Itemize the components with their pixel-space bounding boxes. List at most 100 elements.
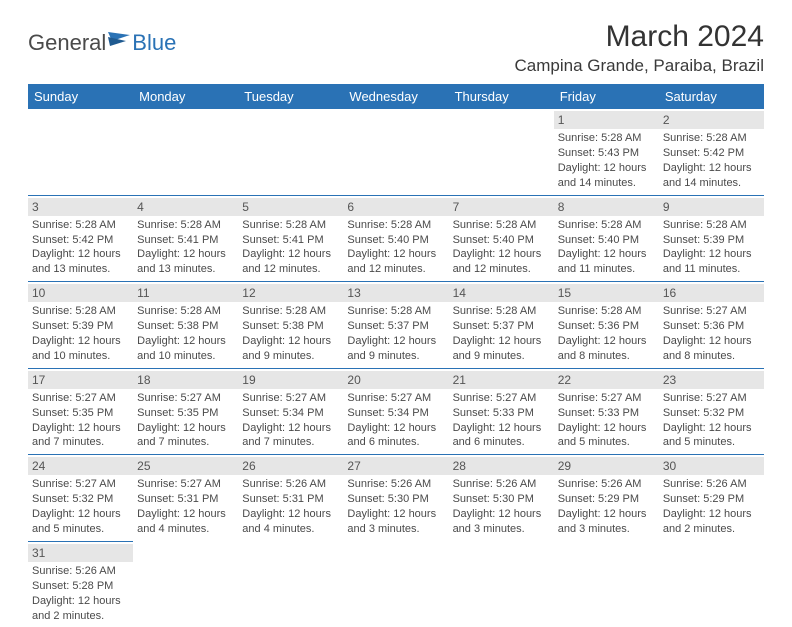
day-detail-ss: Sunset: 5:31 PM <box>242 492 339 507</box>
day-detail-ss: Sunset: 5:38 PM <box>242 319 339 334</box>
day-detail-ss: Sunset: 5:29 PM <box>663 492 760 507</box>
day-detail-sr: Sunrise: 5:28 AM <box>347 304 444 319</box>
calendar-cell-empty <box>449 109 554 195</box>
day-number: 24 <box>28 457 133 475</box>
calendar-cell: 2Sunrise: 5:28 AMSunset: 5:42 PMDaylight… <box>659 109 764 195</box>
day-detail-sr: Sunrise: 5:27 AM <box>558 391 655 406</box>
day-detail-ss: Sunset: 5:33 PM <box>453 406 550 421</box>
day-detail-d1: Daylight: 12 hours <box>242 507 339 522</box>
day-detail-sr: Sunrise: 5:27 AM <box>242 391 339 406</box>
day-number: 5 <box>238 198 343 216</box>
day-detail-d2: and 4 minutes. <box>242 522 339 537</box>
day-number: 10 <box>28 284 133 302</box>
weekday-label: Tuesday <box>238 84 343 109</box>
day-detail-d1: Daylight: 12 hours <box>558 334 655 349</box>
day-detail-sr: Sunrise: 5:28 AM <box>347 218 444 233</box>
day-detail-d1: Daylight: 12 hours <box>32 507 129 522</box>
calendar-cell-empty <box>133 541 238 627</box>
day-number: 17 <box>28 371 133 389</box>
day-detail-d2: and 8 minutes. <box>663 349 760 364</box>
title-block: March 2024 Campina Grande, Paraiba, Braz… <box>515 20 764 76</box>
calendar-cell: 19Sunrise: 5:27 AMSunset: 5:34 PMDayligh… <box>238 368 343 455</box>
day-detail-ss: Sunset: 5:40 PM <box>453 233 550 248</box>
day-detail-ss: Sunset: 5:31 PM <box>137 492 234 507</box>
calendar-cell: 12Sunrise: 5:28 AMSunset: 5:38 PMDayligh… <box>238 281 343 368</box>
calendar-cell: 22Sunrise: 5:27 AMSunset: 5:33 PMDayligh… <box>554 368 659 455</box>
day-detail-ss: Sunset: 5:40 PM <box>347 233 444 248</box>
calendar-cell-empty <box>133 109 238 195</box>
calendar-cell-empty <box>28 109 133 195</box>
calendar-cell: 13Sunrise: 5:28 AMSunset: 5:37 PMDayligh… <box>343 281 448 368</box>
day-detail-sr: Sunrise: 5:28 AM <box>558 218 655 233</box>
day-detail-sr: Sunrise: 5:28 AM <box>32 304 129 319</box>
calendar-cell: 31Sunrise: 5:26 AMSunset: 5:28 PMDayligh… <box>28 541 133 627</box>
day-number: 12 <box>238 284 343 302</box>
day-detail-d1: Daylight: 12 hours <box>32 334 129 349</box>
day-number: 31 <box>28 544 133 562</box>
day-detail-sr: Sunrise: 5:26 AM <box>242 477 339 492</box>
flag-icon <box>108 30 132 56</box>
day-detail-d2: and 11 minutes. <box>663 262 760 277</box>
day-detail-d2: and 12 minutes. <box>242 262 339 277</box>
calendar-grid: 1 Sunrise: 5:28 AM Sunset: 5:43 PM Daylight… <box>28 109 764 627</box>
day-detail-ss: Sunset: 5:36 PM <box>558 319 655 334</box>
day-detail-sr: Sunrise: 5:26 AM <box>663 477 760 492</box>
day-number: 23 <box>659 371 764 389</box>
day-detail-sr: Sunrise: 5:28 AM <box>453 218 550 233</box>
calendar-weekday-header: SundayMondayTuesdayWednesdayThursdayFrid… <box>28 84 764 109</box>
calendar-cell: 17Sunrise: 5:27 AMSunset: 5:35 PMDayligh… <box>28 368 133 455</box>
header: General Blue March 2024 Campina Grande, … <box>28 20 764 76</box>
day-detail-ss: Sunset: 5:43 PM <box>558 146 655 161</box>
day-detail-sr: Sunrise: 5:28 AM <box>663 218 760 233</box>
day-detail-d1: Daylight: 12 hours <box>558 421 655 436</box>
calendar-cell: 20Sunrise: 5:27 AMSunset: 5:34 PMDayligh… <box>343 368 448 455</box>
day-number: 3 <box>28 198 133 216</box>
day-detail-sr: Sunrise: 5:27 AM <box>663 304 760 319</box>
calendar-cell: 1Sunrise: 5:28 AMSunset: 5:43 PMDaylight… <box>554 109 659 195</box>
day-detail-d2: and 3 minutes. <box>347 522 444 537</box>
day-detail-ss: Sunset: 5:35 PM <box>32 406 129 421</box>
day-detail-sr: Sunrise: 5:26 AM <box>558 477 655 492</box>
day-number: 16 <box>659 284 764 302</box>
day-detail-d1: Daylight: 12 hours <box>453 334 550 349</box>
day-number: 1 <box>554 111 659 129</box>
day-detail-d1: Daylight: 12 hours <box>453 421 550 436</box>
calendar-cell: 9Sunrise: 5:28 AMSunset: 5:39 PMDaylight… <box>659 195 764 282</box>
day-detail-d1: Daylight: 12 hours <box>663 421 760 436</box>
day-number: 22 <box>554 371 659 389</box>
logo: General Blue <box>28 30 176 56</box>
day-detail-sr: Sunrise: 5:26 AM <box>347 477 444 492</box>
weekday-label: Saturday <box>659 84 764 109</box>
day-detail-sr: Sunrise: 5:26 AM <box>32 564 129 579</box>
day-detail-d2: and 10 minutes. <box>137 349 234 364</box>
day-detail-d2: and 10 minutes. <box>32 349 129 364</box>
day-detail-d2: and 7 minutes. <box>32 435 129 450</box>
day-detail-d2: and 4 minutes. <box>137 522 234 537</box>
day-detail-sr: Sunrise: 5:28 AM <box>453 304 550 319</box>
day-detail-ss: Sunset: 5:39 PM <box>663 233 760 248</box>
calendar-cell: 14Sunrise: 5:28 AMSunset: 5:37 PMDayligh… <box>449 281 554 368</box>
day-detail-d1: Daylight: 12 hours <box>453 507 550 522</box>
weekday-label: Sunday <box>28 84 133 109</box>
day-detail-d2: and 7 minutes. <box>137 435 234 450</box>
day-detail-sr: Sunrise: 5:27 AM <box>663 391 760 406</box>
day-detail-d2: and 5 minutes. <box>663 435 760 450</box>
day-number: 30 <box>659 457 764 475</box>
day-detail-d2: and 2 minutes. <box>663 522 760 537</box>
calendar-cell: 23Sunrise: 5:27 AMSunset: 5:32 PMDayligh… <box>659 368 764 455</box>
day-detail-d1: Daylight: 12 hours <box>242 421 339 436</box>
day-detail-sr: Sunrise: 5:28 AM <box>242 304 339 319</box>
calendar-cell: 6Sunrise: 5:28 AMSunset: 5:40 PMDaylight… <box>343 195 448 282</box>
day-detail-d1: Daylight: 12 hours <box>242 247 339 262</box>
calendar-cell: 10Sunrise: 5:28 AMSunset: 5:39 PMDayligh… <box>28 281 133 368</box>
day-detail-ss: Sunset: 5:41 PM <box>137 233 234 248</box>
day-detail-d2: and 14 minutes. <box>663 176 760 191</box>
day-detail-d2: and 7 minutes. <box>242 435 339 450</box>
day-detail-d2: and 9 minutes. <box>347 349 444 364</box>
weekday-label: Friday <box>554 84 659 109</box>
day-number: 27 <box>343 457 448 475</box>
day-detail-ss: Sunset: 5:42 PM <box>32 233 129 248</box>
day-detail-ss: Sunset: 5:38 PM <box>137 319 234 334</box>
calendar-cell: 28Sunrise: 5:26 AMSunset: 5:30 PMDayligh… <box>449 454 554 541</box>
day-detail-d2: and 9 minutes. <box>242 349 339 364</box>
